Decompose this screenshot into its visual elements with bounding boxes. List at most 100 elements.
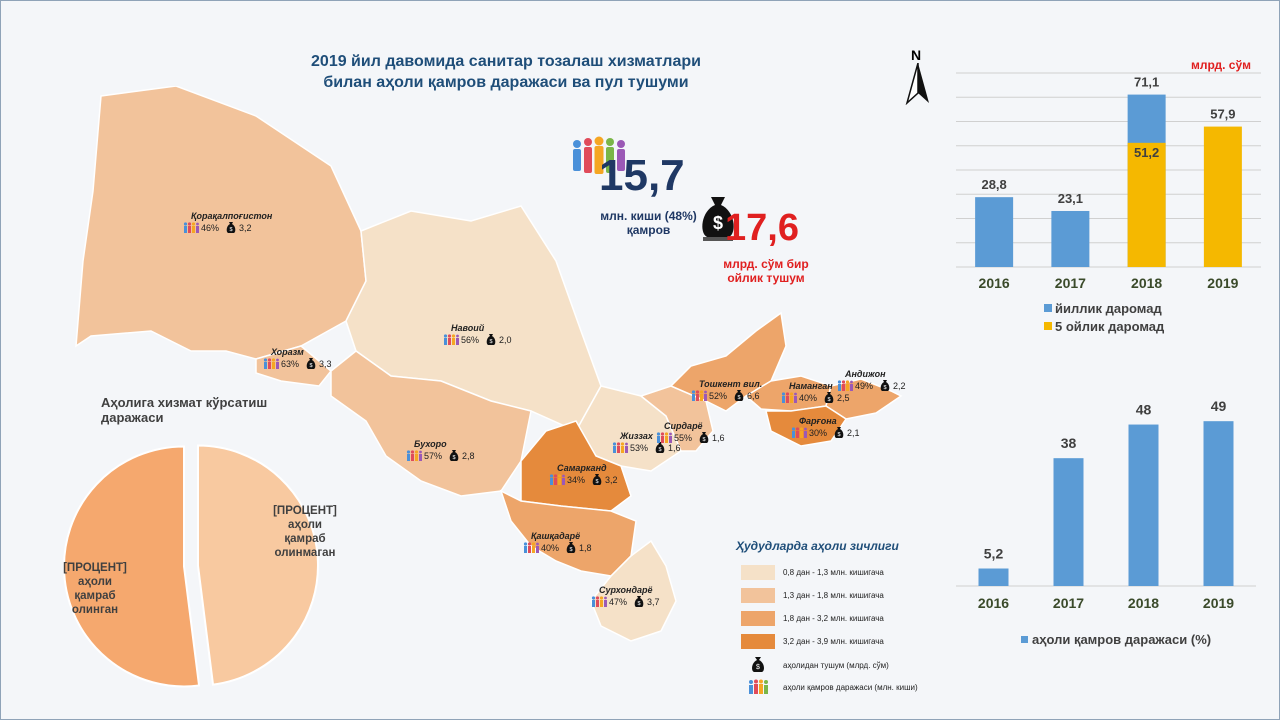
- region-bukhara: [330, 350, 532, 497]
- money-bag-icon: $: [226, 222, 236, 233]
- bar-value-label: 57,9: [1210, 107, 1235, 122]
- pie-chart-title: Аҳолига хизмат кўрсатиш даражаси: [101, 395, 268, 425]
- density-legend-row: 3,2 дан - 3,9 млн. кишигача: [741, 632, 918, 650]
- svg-text:$: $: [595, 479, 598, 485]
- density-swatch: [741, 564, 775, 580]
- svg-text:$: $: [229, 227, 232, 233]
- region-stats: 40% $2,5: [781, 391, 850, 404]
- region-stats: 49% $2,2: [837, 379, 906, 392]
- density-legend-title: Ҳудудларда аҳоли зичлиги: [736, 539, 899, 553]
- region-coverage-pct: 30%: [809, 427, 828, 438]
- legend-swatch: [1044, 322, 1052, 330]
- region-coverage-pct: 49%: [855, 380, 874, 391]
- density-label: 1,8 дан - 3,2 млн. кишигача: [783, 613, 884, 623]
- region-stats: 56% $2,0: [443, 333, 512, 346]
- svg-text:$: $: [713, 213, 723, 233]
- bar: [1053, 458, 1084, 586]
- income-icon-legend-row: $ аҳолидан тушум (млрд. сўм): [741, 656, 918, 674]
- density-label: 1,3 дан - 1,8 млн. кишигача: [783, 590, 884, 600]
- people-group-icon: [549, 473, 565, 485]
- x-tick-label: 2018: [1128, 595, 1159, 611]
- svg-text:$: $: [489, 339, 492, 345]
- region-name: Бухоро: [414, 439, 447, 449]
- bar-value-label: 51,2: [1134, 145, 1159, 160]
- bar-value-label: 23,1: [1058, 191, 1083, 206]
- svg-text:$: $: [737, 395, 740, 401]
- region-income-value: 3,2: [605, 474, 618, 485]
- money-bag-icon: $: [734, 390, 744, 401]
- region-stats: 34% $3,2: [549, 473, 618, 486]
- region-income-value: 6,6: [747, 390, 760, 401]
- bar-value-label: 5,2: [984, 546, 1004, 562]
- region-stats: 55% $1,6: [656, 431, 725, 444]
- money-bag-icon: $: [486, 334, 496, 345]
- density-legend: 0,8 дан - 1,3 млн. кишигача 1,3 дан - 1,…: [741, 563, 918, 696]
- region-label-group: Қашқадарё 40% $1,8: [523, 531, 592, 554]
- legend-label: йиллик даромад: [1055, 301, 1162, 316]
- bar-value-label: 28,8: [981, 177, 1006, 192]
- svg-text:$: $: [827, 397, 830, 403]
- money-bag-icon: $: [824, 392, 834, 403]
- pie-slice: [63, 445, 201, 688]
- svg-text:$: $: [658, 447, 661, 453]
- legend-swatch: [1021, 636, 1028, 643]
- people-group-icon: [523, 541, 539, 553]
- region-name: Сурхондарё: [599, 585, 653, 595]
- coverage-icon-label: аҳоли қамров даражаси (млн. киши): [783, 682, 918, 692]
- money-bag-icon: $: [752, 657, 764, 672]
- coverage-bar-chart: 5,2 2016 38 2017 48 2018 49 2019 аҳоли қамров да…: [956, 398, 1256, 647]
- people-group-icon: [749, 679, 768, 694]
- svg-text:$: $: [309, 363, 312, 369]
- region-name: Жиззах: [620, 431, 653, 441]
- svg-text:$: $: [637, 601, 640, 607]
- region-coverage-pct: 34%: [567, 474, 586, 485]
- bar: [975, 197, 1014, 267]
- region-income-value: 1,6: [668, 442, 681, 453]
- people-group-icon: [791, 426, 807, 438]
- money-bag-icon: $: [699, 432, 709, 443]
- region-name: Қорақалпоғистон: [191, 211, 273, 221]
- region-stats: 40% $1,8: [523, 541, 592, 554]
- people-group-icon: [263, 357, 279, 369]
- bar-value-label: 71,1: [1134, 75, 1159, 90]
- region-stats: 46% $3,2: [183, 221, 272, 234]
- region-label-group: Навоий 56% $2,0: [443, 323, 512, 346]
- money-bag-icon: $: [880, 380, 890, 391]
- density-label: 3,2 дан - 3,9 млн. кишигача: [783, 636, 884, 646]
- x-tick-label: 2017: [1053, 595, 1084, 611]
- money-bag-icon: $: [449, 450, 459, 461]
- region-stats: 30% $2,1: [791, 426, 860, 439]
- region-label-group: Самарканд 34% $3,2: [549, 463, 618, 486]
- coverage-icon-legend-row: аҳоли қамров даражаси (млн. киши): [741, 678, 918, 696]
- money-bag-icon: $: [306, 358, 316, 369]
- bar: [1203, 421, 1234, 586]
- region-income-value: 2,0: [499, 334, 512, 345]
- region-income-value: 2,8: [462, 450, 475, 461]
- region-stats: 63% $3,3: [263, 357, 332, 370]
- svg-text:$: $: [452, 455, 455, 461]
- region-name: Самарканд: [557, 463, 607, 473]
- density-swatch: [741, 633, 775, 649]
- income-caption: млрд. сўм бир ойлик тушум: [701, 257, 831, 285]
- region-income-value: 3,7: [647, 596, 660, 607]
- region-stats: 57% $2,8: [406, 449, 475, 462]
- svg-text:$: $: [837, 432, 840, 438]
- people-group-icon: [443, 333, 459, 345]
- coverage-caption-line-2: қамров: [626, 223, 671, 237]
- pie-slice-label: [ПРОЦЕНТ] аҳоли қамраб олинмаган: [273, 505, 337, 559]
- region-name: Тошкент вил.: [699, 379, 763, 389]
- income-caption-line-1: млрд. сўм бир: [723, 257, 809, 271]
- region-label-group: Бухоро 57% $2,8: [406, 439, 475, 462]
- density-swatch: [741, 587, 775, 603]
- unit-label: млрд. сўм: [1191, 58, 1251, 72]
- people-group-icon: [837, 379, 853, 391]
- coverage-caption-line-1: млн. киши (48%): [600, 209, 697, 223]
- region-label-group: Сирдарё 55% $1,6: [656, 421, 725, 444]
- north-arrow-icon: [905, 63, 929, 105]
- bar-value-label: 49: [1211, 398, 1227, 414]
- income-caption-line-2: ойлик тушум: [727, 271, 805, 285]
- region-navoi: [345, 205, 602, 432]
- region-income-value: 3,3: [319, 358, 332, 369]
- region-name: Фарғона: [799, 416, 837, 426]
- people-group-icon: [406, 449, 422, 461]
